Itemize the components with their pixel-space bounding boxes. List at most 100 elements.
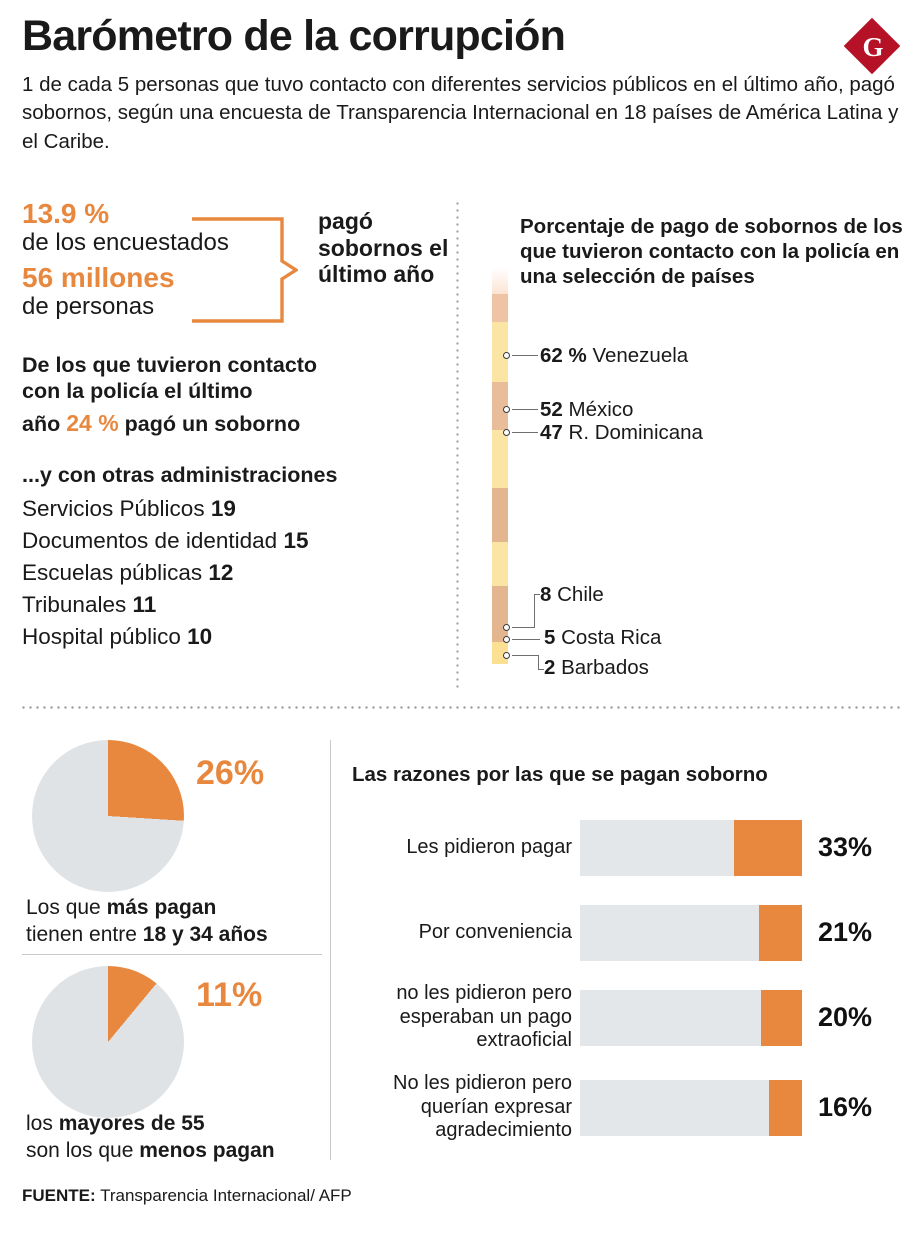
- leader-line: [512, 655, 538, 656]
- police-stat-line3-pre: año: [22, 412, 61, 437]
- list-item: Escuelas públicas 12: [22, 557, 442, 589]
- admin-value: 10: [187, 623, 213, 649]
- reason-row: No les pidieron pero querían expresar ag…: [340, 1072, 910, 1141]
- reason-row: Por conveniencia 21%: [340, 905, 910, 961]
- pie-graphic: [32, 740, 184, 892]
- pie-caption-pre: Los que: [26, 896, 107, 919]
- list-item: Hospital público 10: [22, 621, 442, 653]
- divider-between-pies: [22, 954, 322, 955]
- pie-caption-bold: más pagan: [106, 896, 217, 919]
- country-label: 8 Chile: [540, 583, 604, 607]
- admin-label: Servicios Públicos: [22, 496, 205, 521]
- key-stat-percent-sub: de los encuestados: [22, 229, 229, 256]
- key-stat-callout: pagó sobornos el último año: [318, 208, 449, 288]
- pie-percent-label: 11%: [196, 976, 263, 1014]
- police-stat-line2: con la policía el último: [22, 379, 253, 404]
- list-item: Tribunales 11: [22, 589, 442, 621]
- admin-label: Tribunales: [22, 591, 127, 617]
- scale-marker-dot: [503, 429, 510, 436]
- country-value: 52: [540, 398, 563, 421]
- header: Barómetro de la corrupción 1 de cada 5 p…: [22, 12, 901, 156]
- country-scale-title: Porcentaje de pago de sobornos de los qu…: [520, 215, 903, 288]
- reason-bar-fill: [769, 1080, 802, 1136]
- pie-caption-line2-pre: tienen entre: [26, 923, 143, 947]
- scale-band: [492, 322, 508, 382]
- police-stat-line3-post: pagó un soborno: [124, 412, 301, 437]
- source-label: FUENTE:: [22, 1186, 96, 1205]
- key-stat-block: 13.9 % de los encuestados 56 millones de…: [22, 200, 452, 323]
- administrations-heading: ...y con otras administraciones: [22, 463, 338, 487]
- page-title: Barómetro de la corrupción: [22, 12, 566, 60]
- divider-vertical-solid: [330, 740, 331, 1160]
- reason-label: no les pidieron pero esperaban un pago e…: [396, 982, 572, 1052]
- scale-marker-dot: [503, 636, 510, 643]
- divider-horizontal-dotted: [20, 706, 900, 709]
- key-stat-people: 56 millones: [22, 261, 175, 293]
- reason-value: 20%: [818, 1002, 873, 1032]
- list-item: Documentos de identidad 15: [22, 525, 442, 557]
- country-value: 2: [544, 656, 556, 679]
- reason-label: Por conveniencia: [418, 921, 572, 943]
- leader-line-vertical: [534, 594, 535, 628]
- scale-marker-dot: [503, 406, 510, 413]
- leader-line: [512, 627, 534, 628]
- pie-caption-line2-pre: son los que: [26, 1139, 140, 1163]
- pie-caption-line2-bold: menos pagan: [139, 1139, 275, 1163]
- reason-bar-track: [580, 990, 802, 1046]
- list-item: Servicios Públicos 19: [22, 493, 442, 525]
- country-value: 47: [540, 421, 563, 444]
- admin-value: 19: [210, 496, 236, 521]
- police-stat-value: 24 %: [66, 410, 119, 437]
- country-label: 5 Costa Rica: [544, 626, 661, 650]
- country-name: Chile: [557, 583, 604, 606]
- country-label: 62 % Venezuela: [540, 344, 688, 368]
- scale-marker-dot: [503, 652, 510, 659]
- admin-value: 11: [132, 591, 157, 617]
- pie-chart-18-34: [32, 740, 184, 892]
- scale-band: [492, 430, 508, 488]
- reason-bar-track: [580, 1080, 802, 1136]
- pie-caption: Los que más pagan tienen entre 18 y 34 a…: [26, 894, 326, 949]
- admin-label: Escuelas públicas: [22, 559, 203, 585]
- brace-bracket-icon: [192, 217, 298, 323]
- reason-bar-fill: [734, 820, 802, 876]
- reason-bar-track: [580, 820, 802, 876]
- leader-line: [534, 594, 540, 595]
- scale-band: [492, 542, 508, 586]
- standfirst-text: 1 de cada 5 personas que tuvo contacto c…: [22, 73, 899, 153]
- country-name: Venezuela: [592, 344, 689, 367]
- country-name: México: [568, 398, 634, 421]
- country-name: R. Dominicana: [568, 421, 703, 444]
- leader-line: [512, 409, 538, 410]
- scale-marker-dot: [503, 352, 510, 359]
- reason-label: Les pidieron pagar: [406, 836, 572, 858]
- source-text: Transparencia Internacional/ AFP: [95, 1186, 352, 1205]
- country-value: 62 %: [540, 344, 587, 367]
- reason-value: 16%: [818, 1092, 873, 1122]
- police-stat-block: De los que tuvieron contacto con la poli…: [22, 352, 442, 438]
- leader-line: [512, 639, 540, 640]
- reasons-chart-title: Las razones por las que se pagan soborno: [352, 763, 768, 786]
- reason-bar-fill: [758, 905, 802, 961]
- scale-band: [492, 268, 508, 294]
- source-footer: FUENTE: Transparencia Internacional/ AFP: [22, 1186, 352, 1206]
- reason-bar-fill: [761, 990, 802, 1046]
- scale-band: [492, 382, 508, 430]
- administrations-list: Servicios Públicos 19 Documentos de iden…: [22, 493, 442, 653]
- police-stat-line1: De los que tuvieron contacto: [22, 353, 318, 377]
- pie-caption: los mayores de 55 son los que menos paga…: [26, 1110, 326, 1165]
- admin-value: 12: [208, 559, 234, 585]
- scale-band: [492, 586, 508, 642]
- reason-label: No les pidieron pero querían expresar ag…: [393, 1072, 572, 1142]
- reason-row: no les pidieron pero esperaban un pago e…: [340, 982, 910, 1051]
- leader-line-vertical: [538, 655, 539, 669]
- pie-caption-line2-bold: 18 y 34 años: [142, 923, 268, 947]
- pie-percent-label: 26%: [196, 754, 265, 792]
- pie-caption-bold: mayores de 55: [58, 1112, 205, 1135]
- country-name: Barbados: [561, 656, 649, 679]
- scale-band: [492, 488, 508, 542]
- leader-line: [538, 669, 544, 670]
- reason-value: 33%: [818, 832, 873, 862]
- scale-marker-dot: [503, 624, 510, 631]
